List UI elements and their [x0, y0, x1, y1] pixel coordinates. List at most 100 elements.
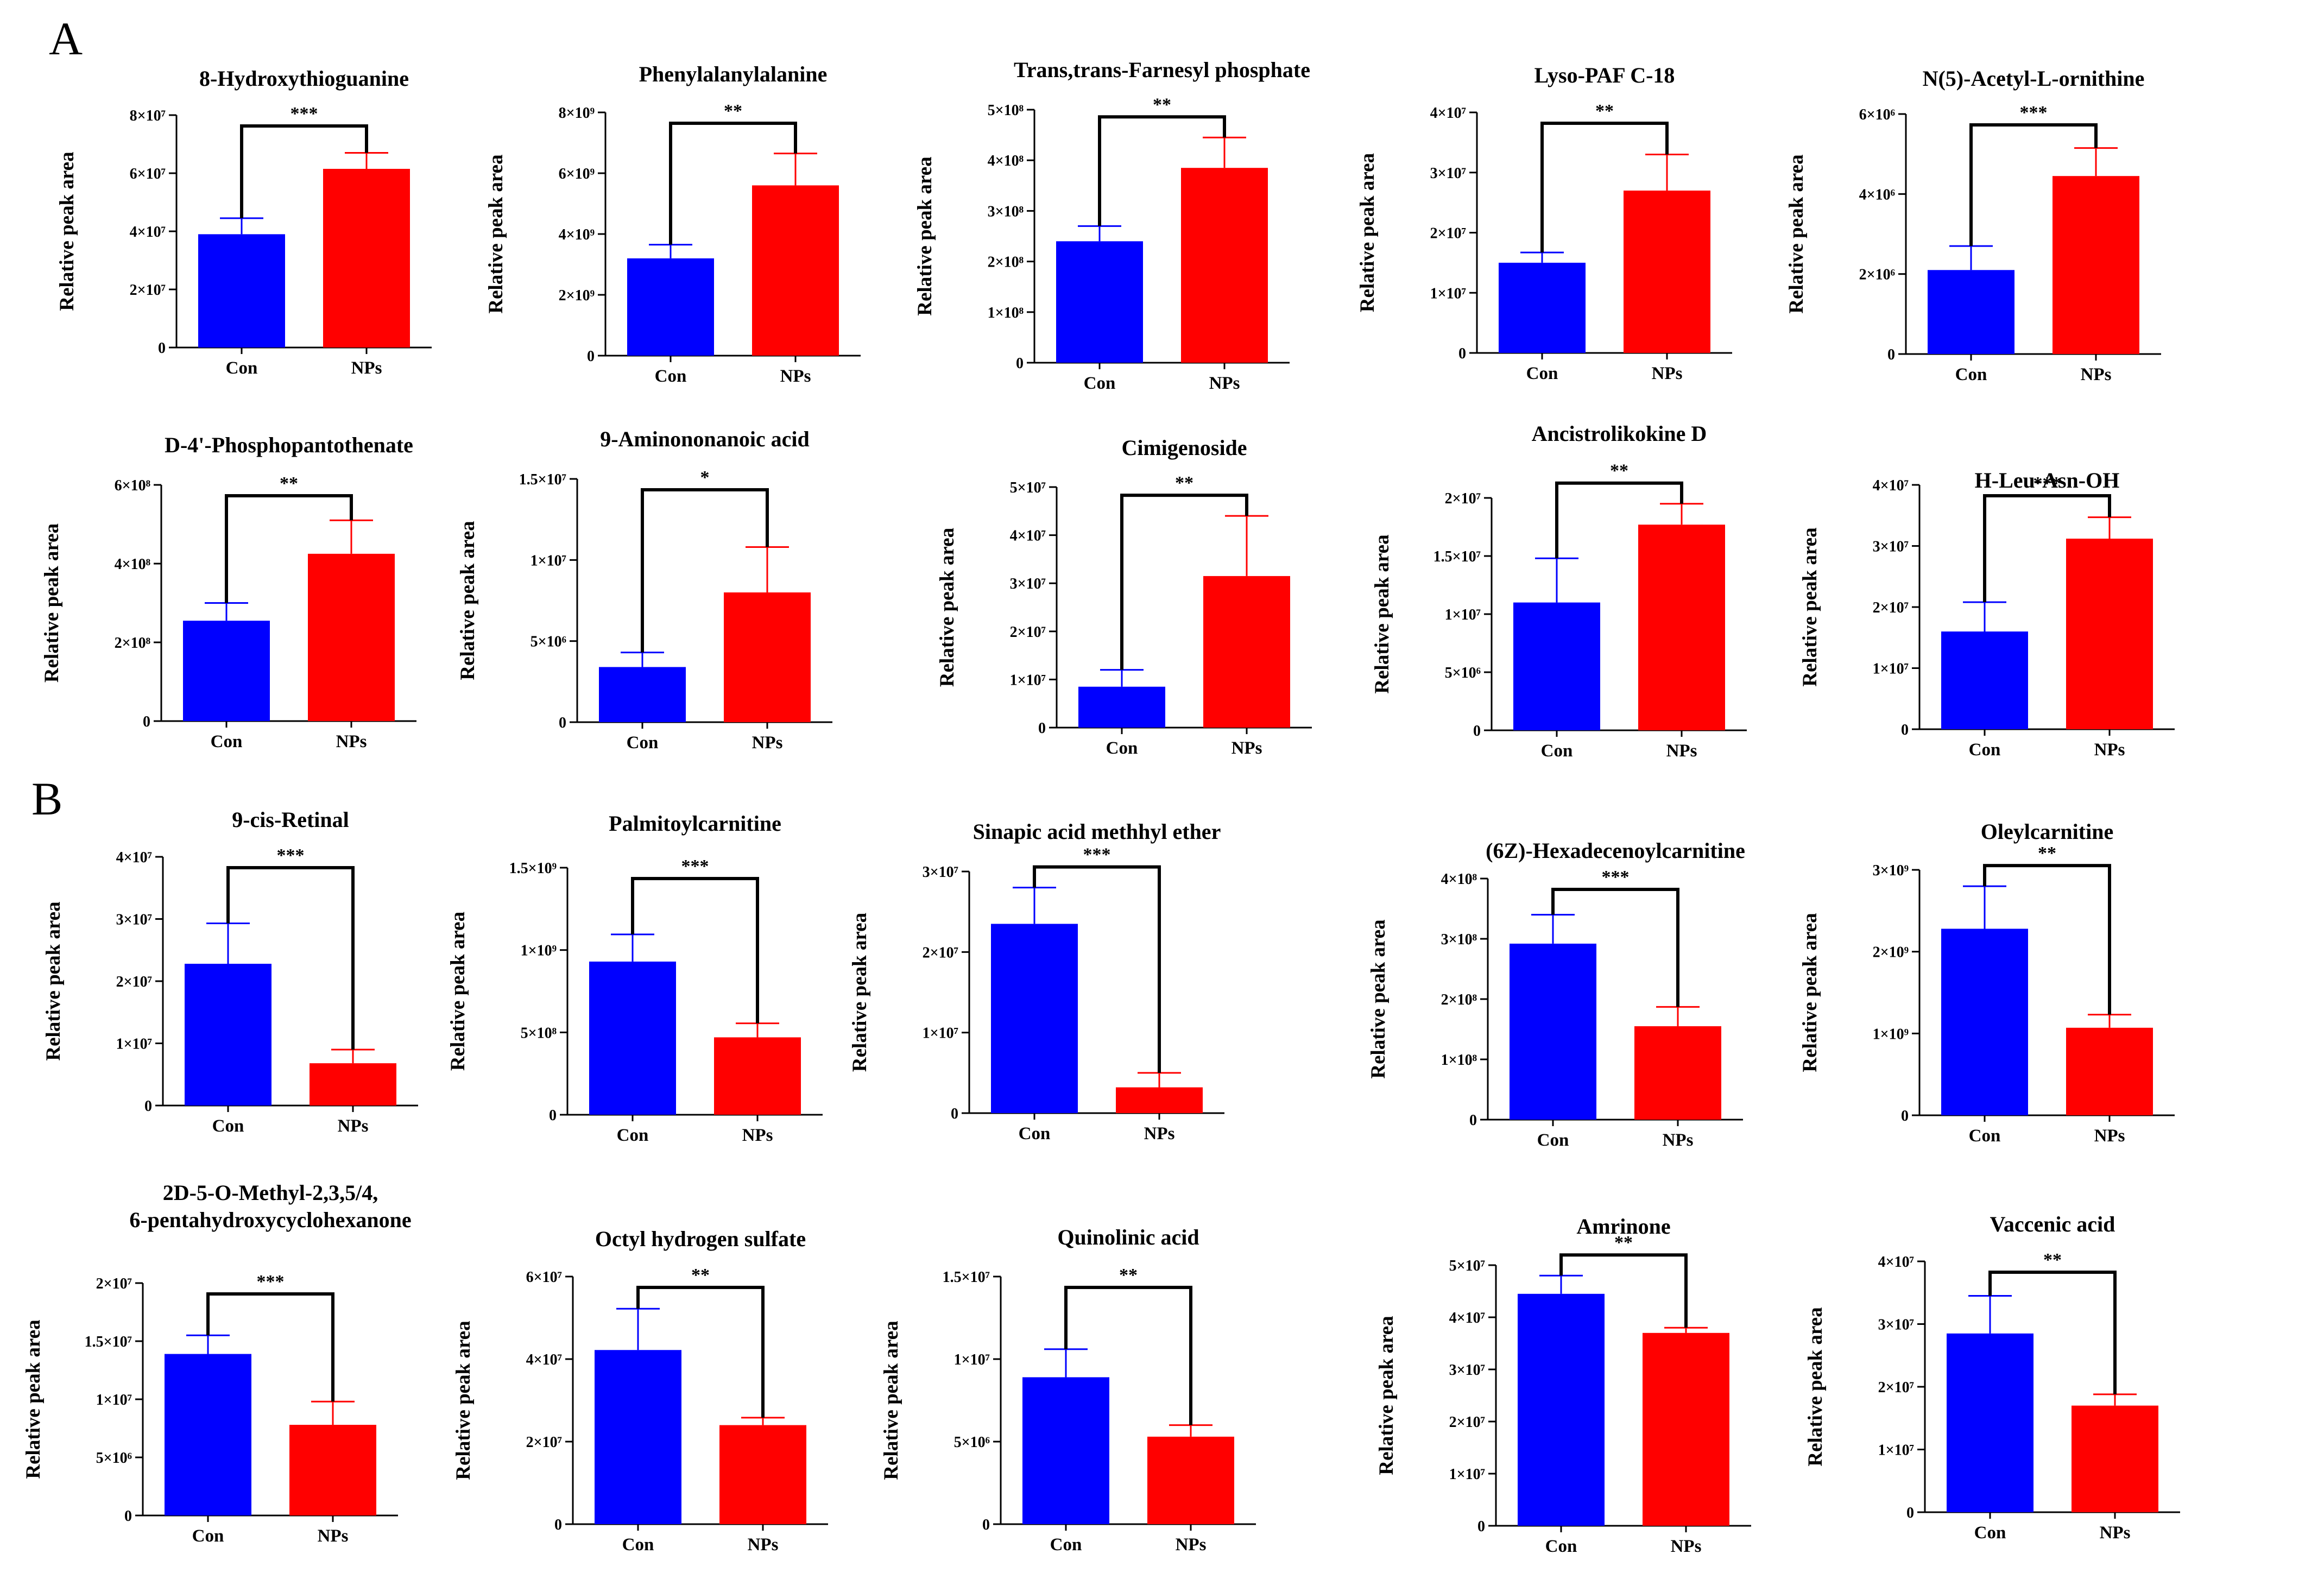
x-tick-label: NPs — [1652, 364, 1683, 383]
chart-2: Phenylalanylalanine Relative peak area 0 2×… — [485, 62, 861, 386]
x-tick-label: NPs — [1176, 1535, 1207, 1555]
bar-con — [183, 621, 270, 721]
y-axis-label: Relative peak area — [1799, 913, 1821, 1072]
y-tick-label: 6×10⁹ — [559, 166, 595, 182]
y-tick-label: 1×10⁷ — [1445, 607, 1481, 623]
bar-con — [1928, 270, 2014, 354]
bar-con — [595, 1350, 681, 1524]
significance-marker: *** — [681, 856, 709, 876]
y-axis-label: Relative peak area — [1785, 154, 1808, 313]
y-tick-label: 4×10⁷ — [1430, 105, 1466, 122]
y-tick-label: 1×10⁹ — [1873, 1026, 1909, 1043]
significance-marker: ** — [2038, 843, 2056, 863]
y-tick-label: 1×10⁷ — [531, 552, 566, 569]
bar-nps — [1116, 1087, 1203, 1113]
y-axis-label: Relative peak area — [1375, 1316, 1398, 1475]
x-tick-label: NPs — [351, 358, 382, 378]
chart-title: 2D-5-O-Methyl-2,3,5/4, — [163, 1180, 378, 1205]
y-tick-label: 5×10⁶ — [1445, 665, 1481, 681]
y-tick-label: 2×10⁸ — [988, 254, 1024, 271]
y-axis-label: Relative peak area — [22, 1319, 45, 1479]
y-tick-label: 2×10⁷ — [130, 282, 166, 299]
significance-marker: ** — [724, 101, 742, 121]
chart-4: Lyso-PAF C-18 Relative peak area 0 1×10⁷ 2×1… — [1356, 63, 1732, 383]
y-tick-label: 1×10⁷ — [1878, 1442, 1914, 1459]
significance-bracket — [1555, 481, 1683, 559]
y-tick-label: 2×10⁷ — [1430, 225, 1466, 242]
y-tick-label: 5×10⁶ — [954, 1434, 990, 1451]
x-tick-label: NPs — [752, 733, 783, 753]
bar-con — [991, 924, 1078, 1113]
x-tick-label: Con — [1019, 1124, 1051, 1144]
y-tick-label: 0 — [124, 1508, 132, 1525]
chart-title: Trans,trans-Farnesyl phosphate — [1014, 58, 1310, 82]
significance-marker: ** — [1119, 1265, 1138, 1285]
y-axis-label: Relative peak area — [880, 1321, 902, 1480]
y-tick-label: 6×10⁷ — [130, 166, 166, 182]
bar-nps — [2072, 1405, 2158, 1512]
x-tick-label: NPs — [2100, 1523, 2131, 1543]
chart-title: Cimigenoside — [1121, 435, 1247, 460]
chart-12: Palmitoylcarnitine Relative peak area 0 5×1… — [447, 811, 823, 1145]
y-tick-label: 4×10⁷ — [1449, 1310, 1485, 1327]
y-tick-label: 0 — [554, 1517, 562, 1533]
significance-bracket — [1559, 1253, 1688, 1328]
significance-bracket — [1033, 865, 1161, 1073]
bar-con — [627, 258, 714, 356]
y-tick-label: 2×10⁸ — [1441, 991, 1477, 1008]
y-axis-label: Relative peak area — [1356, 153, 1379, 312]
y-tick-label: 6×10⁶ — [1859, 106, 1895, 123]
x-tick-label: NPs — [1209, 374, 1240, 393]
y-axis-label: Relative peak area — [56, 151, 78, 311]
x-tick-label: NPs — [748, 1535, 779, 1555]
y-tick-label: 4×10⁸ — [988, 153, 1024, 169]
y-tick-label: 3×10⁷ — [1010, 576, 1046, 592]
chart-15: Oleylcarnitine Relative peak area 0 1×10⁹ 2×… — [1799, 819, 2175, 1146]
chart-title: Octyl hydrogen sulfate — [595, 1227, 806, 1251]
significance-marker: *** — [2033, 473, 2061, 494]
y-tick-label: 2×10⁹ — [559, 287, 595, 304]
significance-bracket — [636, 1286, 765, 1418]
x-tick-label: NPs — [336, 732, 367, 751]
significance-bracket — [1988, 1271, 2117, 1394]
bar-con — [1941, 929, 2028, 1115]
bar-nps — [323, 168, 410, 348]
x-tick-label: Con — [1526, 364, 1558, 383]
x-tick-label: Con — [1537, 1130, 1569, 1150]
y-tick-label: 1.5×10⁷ — [85, 1334, 132, 1350]
y-axis-label: Relative peak area — [914, 156, 936, 315]
x-tick-label: Con — [212, 1116, 244, 1136]
y-tick-label: 6×10⁸ — [115, 477, 150, 494]
bar-nps — [310, 1063, 396, 1106]
significance-bracket — [1064, 1286, 1192, 1425]
bar-nps — [1643, 1332, 1729, 1526]
x-tick-label: Con — [622, 1535, 654, 1555]
y-tick-label: 1×10⁷ — [116, 1036, 152, 1053]
chart-16: 2D-5-O-Methyl-2,3,5/4, 6-pentahydroxycycl… — [22, 1180, 412, 1546]
chart-title: (6Z)-Hexadecenoylcarnitine — [1486, 838, 1745, 863]
bar-nps — [2066, 539, 2153, 729]
y-tick-label: 1×10⁷ — [96, 1392, 132, 1409]
y-tick-label: 5×10⁷ — [1010, 479, 1046, 496]
x-tick-label: Con — [192, 1526, 224, 1546]
y-tick-label: 0 — [951, 1106, 958, 1122]
bar-con — [185, 963, 271, 1106]
chart-7: 9-Aminononanoic acid Relative peak area 0 5… — [457, 427, 832, 753]
chart-title: Lyso-PAF C-18 — [1534, 63, 1675, 87]
x-tick-label: Con — [617, 1126, 649, 1145]
y-tick-label: 1×10⁸ — [1441, 1052, 1477, 1069]
y-tick-label: 0 — [143, 713, 150, 730]
bar-nps — [724, 592, 811, 722]
y-tick-label: 3×10⁷ — [1873, 539, 1909, 555]
chart-3: Trans,trans-Farnesyl phosphate Relative p… — [914, 58, 1310, 393]
significance-bracket — [226, 866, 355, 1050]
y-tick-label: 2×10⁷ — [1878, 1379, 1914, 1396]
y-tick-label: 0 — [587, 348, 595, 365]
x-tick-label: Con — [1050, 1535, 1082, 1555]
chart-title: 9-Aminononanoic acid — [600, 427, 810, 451]
y-axis-label: Relative peak area — [936, 528, 958, 687]
significance-bracket — [1551, 888, 1679, 1007]
bar-con — [1078, 686, 1165, 728]
x-tick-label: NPs — [1144, 1124, 1175, 1144]
significance-marker: *** — [290, 104, 318, 124]
